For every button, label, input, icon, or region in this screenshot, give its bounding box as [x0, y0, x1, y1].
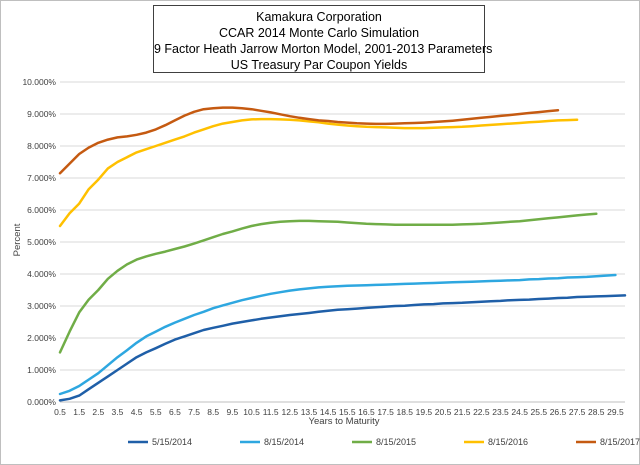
x-tick-label: 21.5 [454, 407, 471, 417]
gridlines [60, 81, 625, 371]
y-tick-label: 2.000% [27, 333, 56, 343]
y-tick-label: 0.000% [27, 397, 56, 407]
chart-title-line-1: Kamakura Corporation [256, 10, 382, 24]
legend-label-1: 5/15/2014 [152, 437, 192, 447]
x-tick-label: 1.5 [73, 407, 85, 417]
tick-labels: 0.000% 1.000% 2.000% 3.000% 4.000% 5.000% 6.00… [22, 77, 624, 417]
x-tick-label: 24.5 [511, 407, 528, 417]
x-tick-label: 7.5 [188, 407, 200, 417]
x-tick-label: 23.5 [492, 407, 509, 417]
x-tick-label: 25.5 [531, 407, 548, 417]
legend-label-2: 8/15/2014 [264, 437, 304, 447]
chart-title-line-3: 9 Factor Heath Jarrow Morton Model, 2001… [154, 42, 493, 56]
x-tick-label: 28.5 [588, 407, 605, 417]
x-tick-label: 10.5 [243, 407, 260, 417]
x-tick-label: 11.5 [263, 407, 279, 417]
x-tick-label: 8.5 [207, 407, 219, 417]
legend-label-3: 8/15/2015 [376, 437, 416, 447]
x-tick-label: 29.5 [607, 407, 624, 417]
legend: 5/15/2014 8/15/2014 8/15/2015 8/15/2016 8/15… [128, 437, 640, 447]
series-line-2 [58, 273, 617, 396]
x-tick-label: 20.5 [435, 407, 452, 417]
y-tick-label: 3.000% [27, 301, 56, 311]
series-line-4 [58, 117, 579, 228]
x-tick-label: 0.5 [54, 407, 66, 417]
series-line-1 [58, 294, 627, 402]
x-tick-label: 13.5 [301, 407, 318, 417]
x-tick-label: 15.5 [339, 407, 356, 417]
x-tick-label: 18.5 [396, 407, 413, 417]
x-tick-label: 6.5 [169, 407, 181, 417]
chart-title-line-4: US Treasury Par Coupon Yields [230, 58, 408, 72]
x-tick-label: 2.5 [92, 407, 104, 417]
legend-label-5: 8/15/2017 [600, 437, 640, 447]
x-tick-label: 9.5 [226, 407, 238, 417]
x-tick-label: 5.5 [150, 407, 162, 417]
x-tick-label: 17.5 [377, 407, 394, 417]
legend-label-4: 8/15/2016 [488, 437, 528, 447]
y-tick-label: 9.000% [27, 109, 56, 119]
x-axis-title: Years to Maturity [309, 416, 380, 427]
x-tick-label: 22.5 [473, 407, 490, 417]
y-tick-label: 1.000% [27, 365, 56, 375]
x-tick-label: 14.5 [320, 407, 337, 417]
y-tick-label: 10.000% [22, 77, 56, 87]
y-tick-label: 8.000% [27, 141, 56, 151]
x-tick-label: 3.5 [112, 407, 124, 417]
chart-title-line-2: CCAR 2014 Monte Carlo Simulation [218, 26, 420, 40]
y-tick-label: 5.000% [27, 237, 56, 247]
x-tick-label: 26.5 [550, 407, 567, 417]
y-tick-label: 7.000% [27, 173, 56, 183]
chart-title-box: Kamakura Corporation CCAR 2014 Monte Car… [153, 5, 493, 73]
x-tick-label: 12.5 [282, 407, 299, 417]
x-tick-label: 27.5 [569, 407, 586, 417]
x-tick-label: 16.5 [358, 407, 375, 417]
y-tick-label: 4.000% [27, 269, 56, 279]
y-axis-title: Percent [12, 223, 23, 256]
x-tick-label: 4.5 [131, 407, 143, 417]
series-line-5 [58, 106, 560, 175]
x-tick-label: 19.5 [416, 407, 433, 417]
series-line-3 [58, 212, 598, 354]
plot-area [58, 106, 627, 402]
y-tick-label: 6.000% [27, 205, 56, 215]
